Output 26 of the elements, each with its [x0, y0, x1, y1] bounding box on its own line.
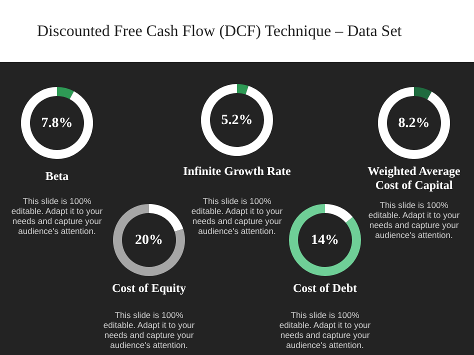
donut-slice — [414, 87, 432, 100]
text: Discounted Free Cash Flow (DCF) Technique – Data Set — [37, 23, 402, 40]
text: Beta — [45, 169, 69, 183]
donut-slice — [21, 87, 93, 159]
donut-slice — [378, 87, 450, 159]
donut-slice — [57, 87, 74, 100]
text: This slide is 100% editable. Adapt it to your needs and capture your audience's attention. — [191, 196, 283, 236]
text: 5.2% — [221, 113, 253, 128]
text: Infinite Growth Rate — [183, 164, 292, 178]
text: 7.8% — [41, 116, 73, 131]
text: Cost of Debt — [293, 281, 357, 295]
donut-slice — [149, 204, 184, 232]
text: This slide is 100% editable. Adapt it to your needs and capture your audience's attention. — [368, 200, 460, 240]
donut-slice — [289, 204, 361, 276]
text: This slide is 100% editable. Adapt it to your needs and capture your audience's attention. — [11, 196, 103, 236]
text: 8.2% — [398, 116, 430, 131]
text: Weighted Average Cost of Capital — [368, 164, 462, 192]
donut-slice — [325, 204, 353, 223]
donut-slice — [237, 84, 249, 94]
donut-slice — [113, 204, 185, 276]
text: This slide is 100% editable. Adapt it to your needs and capture your audience's attention. — [103, 310, 195, 350]
text: Cost of Equity — [112, 281, 186, 295]
text: This slide is 100% editable. Adapt it to your needs and capture your audience's attention. — [279, 310, 371, 350]
donut-slice — [201, 84, 273, 156]
text: 20% — [135, 233, 163, 248]
text: 14% — [311, 233, 339, 248]
